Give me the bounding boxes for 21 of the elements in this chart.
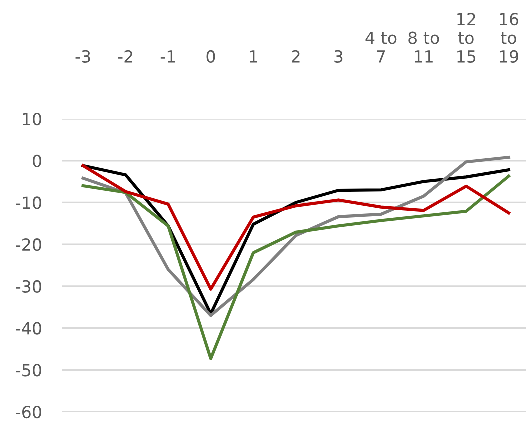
x-tick-label: 4 to 7 (366, 32, 397, 63)
x-tick-label: -3 (76, 50, 90, 63)
x-tick-label: 12 to 15 (458, 13, 476, 63)
y-tick-label: -60 (16, 406, 42, 419)
x-tick-label: 16 to 19 (500, 13, 519, 63)
y-tick-label: -20 (16, 238, 42, 252)
line-series (82, 164, 510, 291)
x-tick-label: 1 (250, 50, 258, 63)
x-tick-label: -2 (118, 50, 132, 63)
x-tick-label: 0 (206, 50, 216, 63)
y-tick-label: 10 (23, 112, 42, 126)
y-tick-label: -40 (16, 322, 42, 335)
y-tick-label: -30 (16, 280, 42, 293)
y-tick-label: -10 (16, 196, 42, 210)
x-tick-label: 2 (292, 50, 300, 63)
x-tick-label: 8 to 11 (408, 32, 440, 63)
x-tick-label: 3 (334, 50, 343, 63)
y-tick-label: -50 (16, 364, 42, 377)
line-series (82, 174, 510, 360)
x-tick-label: -1 (160, 50, 176, 63)
y-tick-label: 0 (33, 154, 42, 168)
